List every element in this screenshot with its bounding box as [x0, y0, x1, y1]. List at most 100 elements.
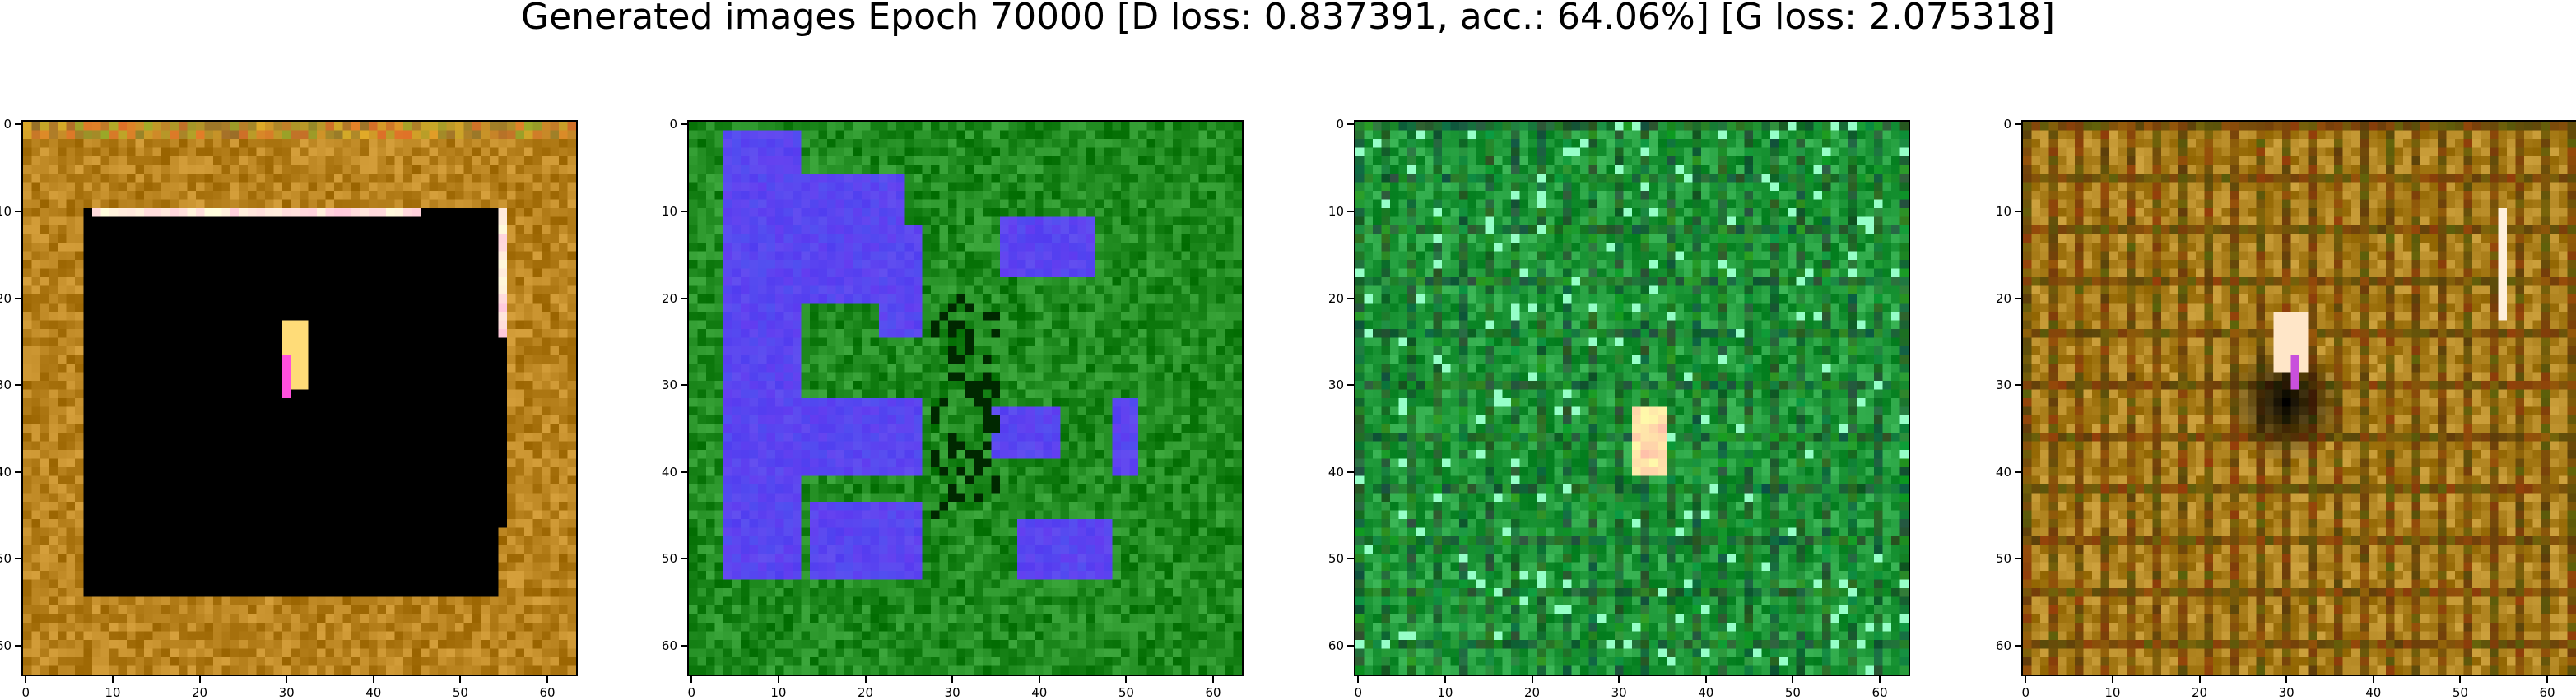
y-tick-mark — [2015, 471, 2021, 473]
generated-image — [21, 120, 578, 676]
y-tick-label: 10 — [0, 203, 12, 219]
x-tick-label: 60 — [539, 685, 556, 700]
y-tick-label: 50 — [661, 551, 677, 567]
x-tick-mark — [777, 676, 779, 683]
x-tick-label: 50 — [1784, 685, 1801, 700]
y-tick-mark — [2015, 645, 2021, 647]
x-tick-label: 40 — [365, 685, 382, 700]
y-tick-mark — [681, 123, 687, 126]
image-pixels — [2023, 122, 2576, 675]
x-tick-label: 20 — [2191, 685, 2208, 700]
panel-3: 0 10 20 30 40 50 60 0 10 20 30 40 50 60 — [1328, 118, 1910, 699]
y-tick-label: 20 — [1995, 290, 2011, 306]
y-tick-mark — [2015, 210, 2021, 212]
figure-title: Generated images Epoch 70000 [D loss: 0.… — [520, 0, 2056, 38]
y-tick-label: 30 — [1995, 378, 2011, 393]
image-pixels — [23, 122, 576, 675]
y-tick-label: 30 — [661, 378, 677, 393]
x-tick-label: 50 — [1118, 685, 1134, 700]
image-pixels — [1355, 122, 1909, 675]
y-tick-label: 20 — [1328, 290, 1344, 306]
x-tick-label: 10 — [770, 685, 787, 700]
y-tick-label: 40 — [0, 464, 12, 480]
generated-image — [2021, 120, 2576, 676]
x-tick-mark — [1792, 676, 1794, 683]
y-tick-label: 10 — [661, 203, 677, 219]
x-tick-label: 60 — [2539, 685, 2555, 700]
y-tick-mark — [1347, 210, 1354, 212]
x-tick-label: 0 — [1354, 685, 1363, 700]
panel-1: 0 10 20 30 40 50 60 0 10 20 30 40 50 60 — [0, 118, 578, 699]
x-tick-label: 50 — [2452, 685, 2468, 700]
x-tick-label: 10 — [105, 685, 121, 700]
x-tick-mark — [1531, 676, 1533, 683]
y-tick-mark — [15, 645, 21, 647]
generated-image — [1354, 120, 1910, 676]
y-tick-label: 0 — [1336, 117, 1344, 132]
x-tick-label: 40 — [1698, 685, 1714, 700]
x-tick-label: 60 — [1872, 685, 1888, 700]
y-tick-mark — [2015, 123, 2021, 126]
x-tick-mark — [690, 676, 693, 683]
x-tick-mark — [1879, 676, 1881, 683]
x-tick-mark — [372, 676, 374, 683]
y-tick-label: 50 — [1995, 551, 2011, 567]
y-tick-label: 20 — [661, 290, 677, 306]
x-tick-mark — [1357, 676, 1360, 683]
x-tick-mark — [951, 676, 954, 683]
y-tick-label: 20 — [0, 290, 12, 306]
x-tick-mark — [1125, 676, 1128, 683]
x-tick-mark — [2111, 676, 2113, 683]
y-tick-mark — [15, 471, 21, 473]
x-tick-label: 20 — [857, 685, 874, 700]
generated-image — [687, 120, 1244, 676]
x-tick-label: 10 — [2104, 685, 2121, 700]
y-tick-label: 40 — [1328, 464, 1344, 480]
y-tick-mark — [15, 297, 21, 299]
y-tick-mark — [15, 558, 21, 560]
y-tick-mark — [1347, 558, 1354, 560]
x-tick-label: 0 — [2021, 685, 2030, 700]
x-tick-mark — [2459, 676, 2462, 683]
y-tick-label: 0 — [669, 117, 677, 132]
y-tick-mark — [1347, 384, 1354, 387]
image-pixels — [689, 122, 1242, 675]
x-tick-mark — [1038, 676, 1040, 683]
y-tick-label: 0 — [3, 117, 12, 132]
y-tick-mark — [681, 210, 687, 212]
x-tick-mark — [546, 676, 549, 683]
y-tick-mark — [15, 123, 21, 126]
x-tick-label: 10 — [1437, 685, 1453, 700]
x-tick-label: 50 — [452, 685, 468, 700]
y-tick-mark — [681, 645, 687, 647]
y-tick-label: 40 — [661, 464, 677, 480]
y-tick-mark — [2015, 558, 2021, 560]
y-tick-mark — [2015, 384, 2021, 387]
y-tick-mark — [681, 384, 687, 387]
y-tick-label: 60 — [1995, 638, 2011, 654]
y-tick-mark — [681, 558, 687, 560]
y-tick-label: 10 — [1995, 203, 2011, 219]
x-tick-mark — [25, 676, 27, 683]
x-tick-mark — [1212, 676, 1215, 683]
x-tick-mark — [111, 676, 114, 683]
x-tick-mark — [2372, 676, 2374, 683]
y-tick-label: 50 — [1328, 551, 1344, 567]
y-tick-mark — [681, 471, 687, 473]
x-tick-mark — [286, 676, 288, 683]
y-tick-mark — [1347, 297, 1354, 299]
x-tick-mark — [2285, 676, 2288, 683]
x-tick-mark — [864, 676, 867, 683]
y-tick-mark — [2015, 297, 2021, 299]
x-tick-label: 60 — [1205, 685, 1221, 700]
y-tick-label: 60 — [0, 638, 12, 654]
y-tick-mark — [1347, 471, 1354, 473]
x-tick-mark — [198, 676, 201, 683]
x-tick-label: 30 — [2278, 685, 2295, 700]
panel-4: 0 10 20 30 40 50 60 0 10 20 30 40 50 60 — [1996, 118, 2576, 699]
x-tick-mark — [459, 676, 462, 683]
y-tick-mark — [15, 210, 21, 212]
x-tick-mark — [1704, 676, 1707, 683]
x-tick-label: 30 — [944, 685, 960, 700]
y-tick-label: 60 — [661, 638, 677, 654]
